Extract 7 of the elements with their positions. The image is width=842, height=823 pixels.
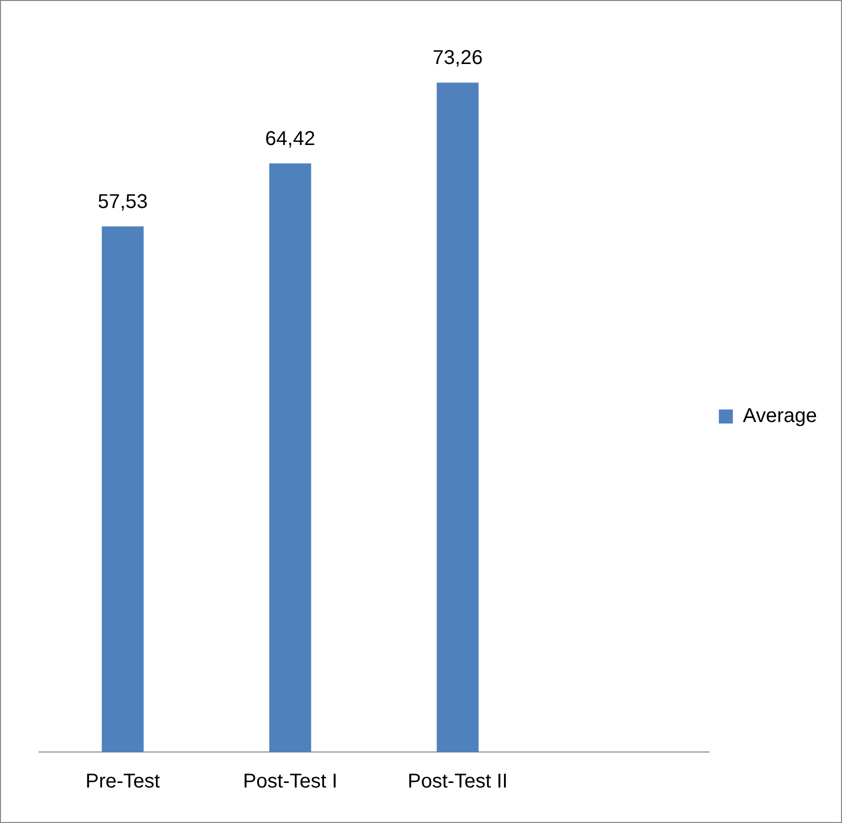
data-label: 64,42: [265, 128, 316, 150]
x-tick-label: Pre-Test: [86, 770, 160, 793]
x-tick-label: Post-Test I: [242, 770, 338, 793]
data-label: 57,53: [98, 190, 148, 213]
data-label: 73,26: [432, 47, 483, 70]
x-tick-label: Post-Test II: [408, 770, 508, 793]
legend-label: Average: [742, 405, 818, 428]
